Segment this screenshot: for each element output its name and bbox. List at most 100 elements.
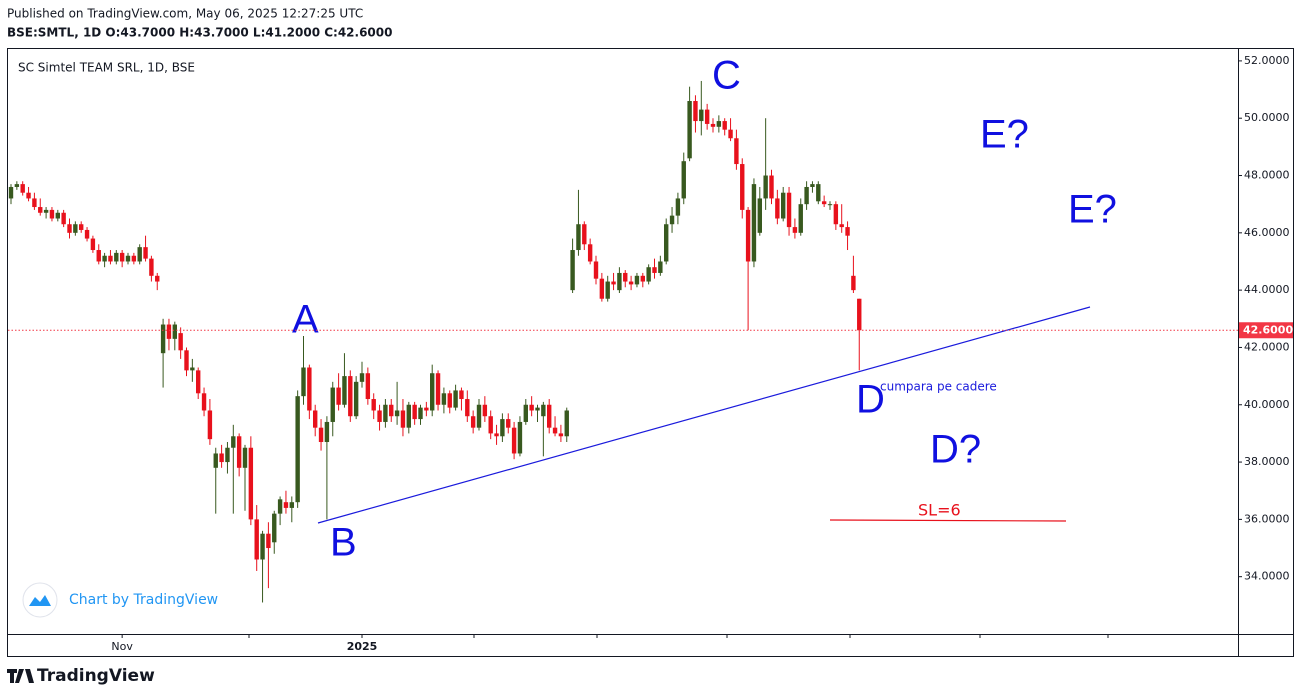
candle-body	[289, 502, 294, 508]
candle-body	[43, 209, 49, 213]
candle-body	[716, 121, 722, 127]
candle-body	[371, 399, 376, 411]
candle-body	[213, 453, 218, 468]
candle-body	[14, 184, 20, 187]
candle-body	[664, 224, 669, 262]
candle-body	[447, 393, 452, 408]
candle-body	[277, 499, 283, 514]
watermark-text: Chart by TradingView	[69, 592, 218, 608]
annotation: B	[330, 521, 357, 565]
ohlc-legend: BSE:SMTL, 1D O:43.7000 H:43.7000 L:41.20…	[7, 26, 392, 40]
candle-body	[137, 247, 142, 262]
candle-body	[781, 192, 786, 219]
candle-body	[517, 421, 523, 454]
candle-body	[851, 275, 856, 291]
candle-body	[73, 224, 78, 233]
candle-body	[8, 186, 14, 199]
candle-body	[587, 244, 593, 262]
candle-body	[669, 215, 675, 225]
candle-body	[611, 281, 616, 285]
candle-body	[219, 453, 224, 463]
candle-body	[652, 267, 657, 273]
candle-body	[816, 184, 821, 202]
candle-body	[96, 250, 101, 262]
candle-body	[359, 373, 365, 382]
candle-body	[184, 350, 189, 371]
candle-body	[693, 101, 698, 122]
candle-body	[201, 393, 207, 411]
candle-body	[383, 404, 388, 422]
candle-body	[365, 373, 371, 400]
candle-body	[172, 324, 177, 339]
time-tick-marks	[248, 634, 1109, 638]
candle-body	[119, 252, 125, 262]
candle-body	[857, 298, 862, 331]
candle-body	[529, 404, 534, 411]
candle-body	[131, 255, 137, 262]
candle-body	[751, 184, 757, 262]
candle-body	[582, 224, 587, 245]
candle-body	[108, 255, 113, 262]
candle-body	[406, 404, 411, 428]
candle-body	[833, 204, 839, 225]
y-tick-label: 40.0000	[1244, 398, 1290, 411]
candle-body	[55, 212, 60, 219]
candle-body	[845, 227, 850, 236]
annotation: E?	[1068, 188, 1117, 232]
candle-body	[745, 209, 751, 262]
candle-body	[400, 410, 406, 428]
candle-body	[412, 404, 417, 420]
candle-body	[435, 373, 441, 405]
y-tick-label: 42.0000	[1244, 340, 1290, 353]
candle-body	[231, 436, 236, 448]
candle-body	[324, 421, 330, 443]
stop-loss-line	[829, 519, 1067, 522]
annotation: D?	[930, 428, 981, 472]
candle-body	[283, 502, 289, 508]
candle-body	[494, 433, 499, 437]
last-price-tag	[1239, 322, 1293, 339]
candle-body	[84, 229, 90, 239]
candle-body	[576, 224, 581, 251]
candle-body	[482, 404, 488, 417]
candle-body	[681, 161, 686, 199]
x-tick-label: Nov	[111, 640, 133, 653]
candle-body	[149, 258, 154, 276]
candle-body	[804, 186, 809, 205]
candle-body	[318, 427, 324, 443]
candle-body	[500, 419, 505, 437]
annotation: A	[292, 298, 319, 342]
candle-body	[377, 410, 382, 422]
candle-body	[675, 198, 681, 216]
candle-body	[418, 407, 423, 420]
candle-body	[628, 281, 634, 285]
candle-body	[248, 447, 254, 520]
candle-body	[605, 281, 610, 299]
y-tick-label: 52.0000	[1244, 54, 1290, 67]
candle-body	[225, 447, 230, 463]
candle-body	[61, 212, 66, 225]
candle-body	[272, 513, 277, 543]
candle-body	[143, 247, 148, 259]
candle-body	[207, 410, 213, 440]
candle-body	[307, 367, 312, 411]
candle-body	[20, 184, 25, 193]
candle-body	[839, 224, 844, 228]
candle-body	[49, 209, 55, 219]
candle-body	[710, 123, 716, 127]
logo-icon	[7, 669, 34, 683]
candle-body	[301, 367, 306, 397]
candle-body	[196, 370, 201, 394]
candle-body	[166, 324, 172, 339]
candle-body	[634, 275, 640, 285]
candle-body	[441, 393, 447, 405]
candle-body	[459, 390, 464, 400]
candle-body	[242, 447, 248, 468]
candle-body	[623, 272, 628, 282]
candle-body	[476, 404, 482, 428]
candle-body	[313, 410, 318, 428]
candle-body	[821, 201, 827, 205]
candle-body	[260, 533, 265, 560]
watermark-badge	[22, 582, 58, 618]
